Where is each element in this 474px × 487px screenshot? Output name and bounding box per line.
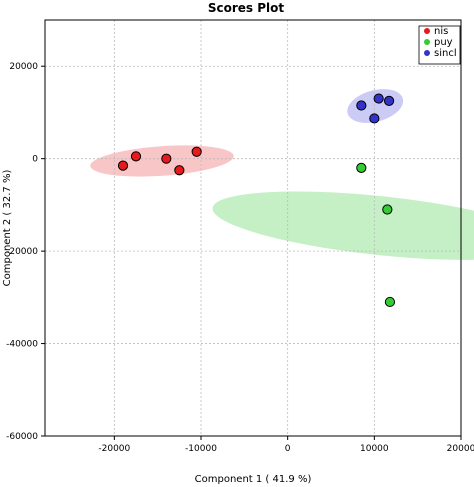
data-point-sincl xyxy=(383,95,395,106)
data-point-sincl xyxy=(356,100,367,111)
data-point-puy xyxy=(384,296,396,308)
data-point-nis xyxy=(161,153,172,164)
data-point-nis xyxy=(130,151,142,162)
data-point-sincl xyxy=(369,113,380,124)
data-point-nis xyxy=(191,146,202,157)
legend-marker-puy xyxy=(424,39,430,45)
chart-title: Scores Plot xyxy=(208,1,285,15)
data-point-sincl xyxy=(373,93,384,104)
ellipse-puy xyxy=(212,191,474,260)
x-tick-label: 20000 xyxy=(447,444,474,454)
legend-label-nis: nis xyxy=(434,26,448,37)
y-tick-label: -40000 xyxy=(6,340,38,350)
legend-label-puy: puy xyxy=(434,37,453,48)
legend-marker-sincl xyxy=(424,50,430,56)
y-tick-label: -20000 xyxy=(6,247,38,257)
y-axis-label: Component 2 ( 32.7 %) xyxy=(2,170,13,287)
x-tick-label: -10000 xyxy=(185,444,217,454)
legend-marker-nis xyxy=(424,28,430,34)
data-point-nis xyxy=(174,165,185,176)
data-point-puy xyxy=(382,204,393,215)
data-point-puy xyxy=(356,162,367,174)
data-point-nis xyxy=(117,160,129,171)
x-axis-label: Component 1 ( 41.9 %) xyxy=(195,474,312,485)
legend-label-sincl: sincl xyxy=(434,48,457,59)
y-axis-ticks: -60000 -40000 -20000 0 20000 xyxy=(6,62,45,442)
x-tick-label: -20000 xyxy=(98,444,130,454)
y-tick-label: -60000 xyxy=(6,432,38,442)
x-tick-label: 10000 xyxy=(360,444,389,454)
y-tick-label: 0 xyxy=(32,155,38,165)
plot-area-border xyxy=(44,19,462,437)
data-points xyxy=(117,93,396,308)
x-axis-ticks: -20000 -10000 0 10000 20000 xyxy=(98,436,474,454)
confidence-ellipses xyxy=(90,89,474,260)
y-tick-label: 20000 xyxy=(9,62,38,72)
x-tick-label: 0 xyxy=(285,444,291,454)
